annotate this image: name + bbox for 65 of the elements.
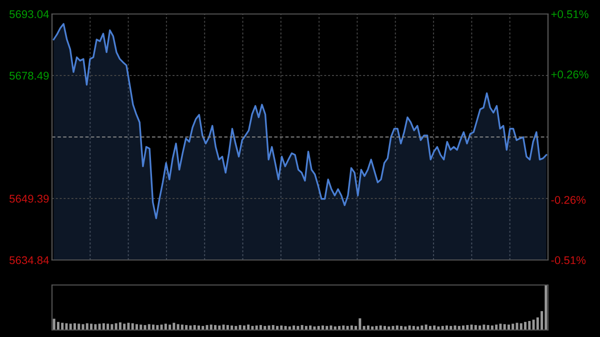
bar	[123, 324, 126, 330]
bar	[172, 322, 176, 330]
bar	[300, 325, 304, 330]
bar	[532, 320, 535, 330]
bar	[90, 324, 93, 330]
bar	[110, 324, 114, 330]
bar	[176, 324, 180, 330]
bar	[180, 324, 184, 330]
bar	[86, 323, 88, 330]
bar	[528, 321, 531, 330]
bar	[486, 325, 490, 330]
bar	[106, 324, 110, 330]
bar	[499, 324, 502, 330]
y2-tick-label: +0.26%	[551, 70, 588, 78]
bar	[131, 323, 134, 330]
bar	[193, 325, 196, 330]
bar	[114, 323, 118, 330]
bar	[474, 325, 477, 330]
bar	[185, 325, 188, 330]
bar	[56, 322, 60, 330]
bar	[259, 325, 262, 330]
bar	[148, 324, 150, 330]
bar	[466, 325, 469, 330]
bar	[470, 324, 473, 330]
bar	[358, 318, 362, 330]
bar	[118, 322, 122, 330]
bar	[226, 325, 229, 330]
bar	[69, 324, 72, 330]
y-tick-label: 5634.84	[10, 256, 49, 264]
y2-tick-label: +0.51%	[551, 10, 588, 18]
y2-tick-label: -0.51%	[551, 256, 586, 264]
bar	[507, 324, 510, 330]
bar	[247, 324, 250, 330]
bar	[135, 324, 138, 330]
bar	[98, 324, 101, 330]
y-tick-label: 5693.04	[10, 10, 49, 18]
y-tick-label: 5678.49	[10, 72, 49, 80]
bar	[238, 325, 242, 330]
bar	[140, 324, 142, 330]
bar	[495, 324, 498, 330]
bar	[214, 325, 217, 330]
bar	[102, 323, 105, 330]
bar	[512, 324, 514, 330]
bar	[482, 324, 486, 330]
bar	[78, 324, 80, 330]
bar	[61, 322, 64, 330]
bar	[152, 324, 155, 330]
bar	[160, 324, 163, 330]
bar	[503, 324, 506, 330]
bar	[524, 322, 527, 330]
bar	[94, 324, 97, 330]
bar	[65, 323, 68, 330]
bar	[222, 324, 225, 330]
bar	[52, 318, 56, 330]
bar	[520, 323, 522, 330]
bar	[73, 323, 76, 330]
bar	[424, 324, 428, 330]
y-tick-label: 5649.39	[10, 194, 49, 203]
bar	[210, 324, 212, 330]
bar	[272, 325, 274, 330]
bar	[156, 325, 159, 330]
y2-tick-label: -0.26%	[551, 196, 586, 204]
bar	[127, 322, 130, 330]
bar	[164, 324, 167, 330]
bar	[168, 324, 172, 330]
